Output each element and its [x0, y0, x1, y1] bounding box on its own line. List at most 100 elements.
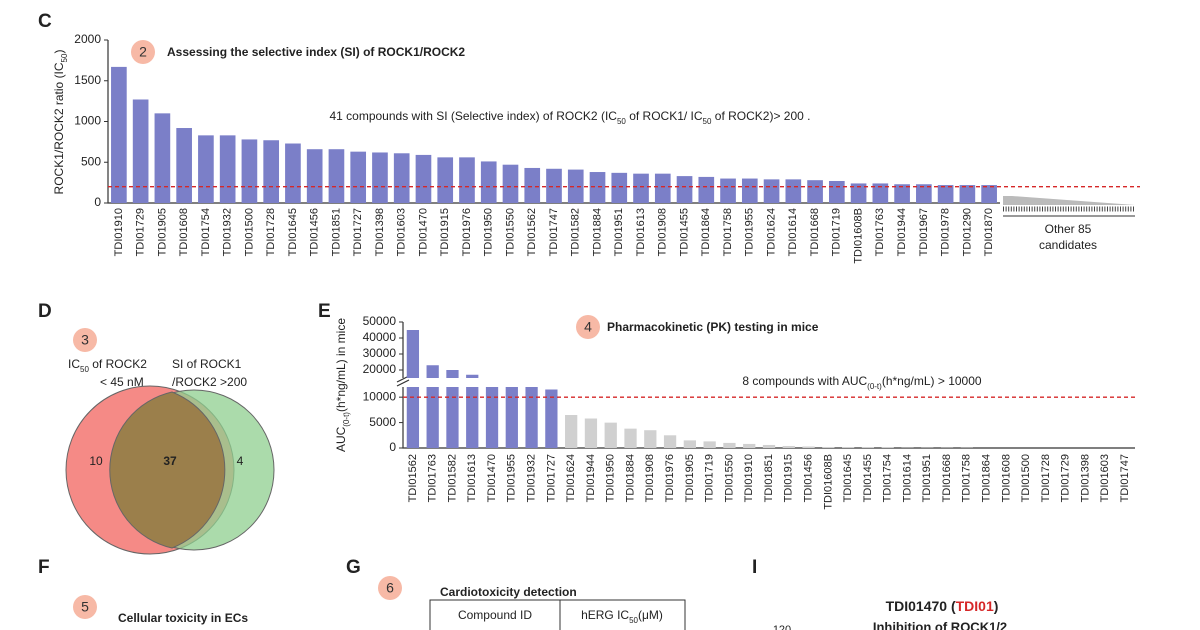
- x-tick-label: TDI01932: [526, 454, 538, 502]
- x-tick-label: TDI01728: [1040, 454, 1052, 502]
- x-tick-label: TDI01603: [396, 208, 408, 256]
- x-tick-label: TDI01758: [722, 208, 734, 256]
- x-tick-label: TDI01470: [486, 454, 498, 502]
- compound-alias: TDI01: [956, 598, 994, 614]
- x-tick-label: TDI01950: [605, 454, 617, 502]
- x-tick-label: TDI01884: [624, 454, 636, 502]
- text-part: of ROCK2)> 200 .: [711, 109, 810, 123]
- x-tick-label: TDI01758: [961, 454, 973, 502]
- x-tick-label: TDI01950: [483, 208, 495, 256]
- set-label: IC50 of ROCK2: [68, 357, 147, 373]
- step-badge: [576, 315, 600, 339]
- x-tick-label: TDI01978: [940, 208, 952, 256]
- bar: [916, 184, 932, 203]
- step-number: 4: [584, 319, 592, 335]
- bar: [406, 330, 420, 448]
- bar: [807, 180, 823, 203]
- x-tick-label: TDI01884: [591, 208, 603, 256]
- x-tick-label: TDI01456: [802, 454, 814, 502]
- bar: [132, 99, 149, 203]
- y-axis-label: ROCK1/ROCK2 ratio (IC50): [52, 50, 68, 195]
- table-header: Compound ID: [458, 608, 532, 622]
- x-tick-label: TDI01955: [506, 454, 518, 502]
- bar: [219, 135, 236, 203]
- x-tick-label: TDI01976: [664, 454, 676, 502]
- x-tick-label: TDI01582: [570, 208, 582, 256]
- x-tick-label: TDI01905: [156, 208, 168, 256]
- x-tick-label: TDI01910: [743, 454, 755, 502]
- bar: [850, 183, 867, 203]
- compound: TDI01470 (: [886, 598, 956, 614]
- x-tick-label: TDI01870: [983, 208, 995, 256]
- text-part: of ROCK1/ IC: [626, 109, 703, 123]
- text-part: (μM): [638, 608, 663, 622]
- panel-title: Pharmacokinetic (PK) testing in mice: [607, 320, 819, 334]
- x-tick-label: TDI01603: [1099, 454, 1111, 502]
- panel-letter: C: [38, 11, 52, 32]
- venn-count: 10: [89, 454, 103, 468]
- x-tick-label: TDI01851: [763, 454, 775, 502]
- bar: [683, 440, 696, 448]
- others-label: Other 85: [1045, 222, 1092, 236]
- bar: [842, 447, 855, 448]
- bar: [485, 387, 499, 448]
- bar: [393, 153, 410, 203]
- panel-letter: F: [38, 557, 50, 578]
- x-tick-label: TDI01398: [1079, 454, 1091, 502]
- bar: [505, 387, 518, 448]
- x-tick-label: TDI01908: [657, 208, 669, 256]
- bar: [525, 387, 538, 448]
- x-tick-label: TDI01763: [874, 208, 886, 256]
- venn-count: 37: [163, 454, 177, 468]
- step-badge: [73, 595, 97, 619]
- x-tick-label: TDI01864: [700, 208, 712, 256]
- venn-count: 4: [237, 454, 244, 468]
- bar: [663, 435, 677, 448]
- bar: [782, 445, 795, 448]
- bar: [567, 169, 584, 203]
- bar: [176, 128, 192, 203]
- axis-break: [396, 379, 410, 387]
- other-candidates-shape: [1003, 196, 1135, 205]
- y-tick-label: 120: [773, 624, 791, 630]
- x-tick-label: TDI01763: [427, 454, 439, 502]
- set-label: SI of ROCK1: [172, 357, 242, 371]
- x-tick-label: TDI01747: [1119, 454, 1131, 502]
- panel-title: TDI01470 (TDI01): [886, 598, 999, 614]
- y-tick-label: 0: [94, 195, 101, 209]
- x-tick-label: TDI01727: [545, 454, 557, 502]
- bar: [372, 152, 388, 203]
- x-tick-label: TDI01550: [504, 208, 516, 256]
- x-tick-label: TDI01614: [787, 208, 799, 256]
- x-tick-label: TDI01754: [882, 454, 894, 502]
- x-tick-label: TDI01944: [896, 208, 908, 256]
- x-tick-label: TDI01951: [613, 208, 625, 256]
- bar: [703, 441, 716, 448]
- y-tick-label: 5000: [369, 415, 396, 429]
- bar: [861, 447, 875, 448]
- bar: [524, 167, 541, 203]
- step-number: 2: [139, 44, 147, 60]
- table: [429, 599, 686, 630]
- x-tick-label: TDI01613: [635, 208, 647, 256]
- panel-title: Cellular toxicity in ECs: [118, 611, 248, 625]
- x-tick-label: TDI01915: [439, 208, 451, 256]
- x-tick-label: TDI01951: [921, 454, 933, 502]
- bar: [589, 172, 606, 203]
- bar: [720, 178, 736, 203]
- bar: [741, 178, 758, 203]
- subscript: 50: [629, 616, 638, 625]
- panel-letter: E: [318, 301, 331, 322]
- x-tick-label: TDI01608B: [822, 454, 834, 510]
- x-tick-label: TDI01944: [585, 454, 597, 502]
- text-part: hERG IC: [581, 608, 629, 622]
- bar: [894, 184, 910, 203]
- bar: [644, 430, 657, 448]
- x-tick-label: TDI01582: [446, 454, 458, 502]
- x-tick-label: TDI01932: [222, 208, 234, 256]
- y-tick-label: 40000: [363, 330, 397, 344]
- panel-letter: I: [752, 557, 757, 578]
- subscript: 50: [80, 365, 89, 374]
- x-tick-label: TDI01729: [1060, 454, 1072, 502]
- bar: [822, 446, 835, 448]
